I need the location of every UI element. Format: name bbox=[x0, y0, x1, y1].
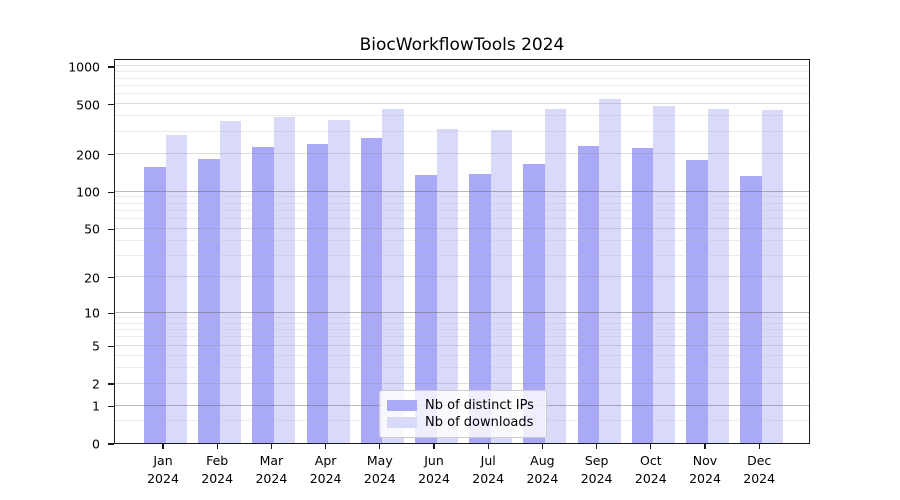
x-tick-mark-apr bbox=[325, 444, 327, 449]
x-axis: Jan 2024 Feb 2024 Mar 2024 Apr 2024 May 2024 Jun 20… bbox=[114, 444, 810, 500]
y-tick-label-50: 50 bbox=[84, 221, 100, 237]
x-tick-mark-nov bbox=[704, 444, 706, 449]
y-tick-label-200: 200 bbox=[76, 147, 100, 163]
y-tick-mark-1 bbox=[108, 405, 114, 407]
bar-distinct-ips-dec bbox=[740, 175, 762, 443]
bar-downloads-jan bbox=[165, 134, 187, 443]
x-tick-label-jul: Jul 2024 bbox=[472, 453, 505, 486]
y-tick-mark-5 bbox=[108, 345, 114, 347]
y-tick-mark-10 bbox=[108, 312, 114, 314]
bar-distinct-ips-mar bbox=[252, 147, 274, 443]
x-tick-label-dec: Dec 2024 bbox=[743, 453, 776, 486]
bar-downloads-oct bbox=[653, 105, 675, 443]
y-tick-mark-20 bbox=[108, 277, 114, 279]
y-tick-mark-500 bbox=[108, 104, 114, 106]
y-tick-mark-2 bbox=[108, 383, 114, 385]
bar-downloads-sep bbox=[599, 98, 621, 443]
x-tick-label-feb: Feb 2024 bbox=[201, 453, 234, 486]
x-tick-label-jun: Jun 2024 bbox=[418, 453, 450, 486]
bar-distinct-ips-feb bbox=[198, 159, 220, 443]
x-tick-label-mar: Mar 2024 bbox=[255, 453, 288, 486]
legend-item-downloads: Nb of downloads bbox=[387, 414, 538, 431]
y-tick-label-1000: 1000 bbox=[68, 59, 100, 75]
legend-label-distinct-ips: Nb of distinct IPs bbox=[425, 398, 534, 413]
bar-downloads-dec bbox=[761, 110, 784, 443]
x-tick-mark-sep bbox=[596, 444, 598, 449]
bar-downloads-may bbox=[382, 109, 404, 443]
bar-downloads-nov bbox=[707, 109, 729, 443]
x-tick-mark-feb bbox=[216, 444, 218, 449]
legend: Nb of distinct IPs Nb of downloads bbox=[379, 390, 547, 438]
bar-distinct-ips-jul bbox=[469, 174, 491, 443]
y-tick-mark-50 bbox=[108, 228, 114, 230]
bar-downloads-aug bbox=[544, 109, 567, 443]
x-tick-label-sep: Sep 2024 bbox=[580, 453, 613, 486]
bar-distinct-ips-may bbox=[360, 138, 383, 443]
y-axis: 0 1 2 5 10 20 50 100 200 500 1000 bbox=[0, 59, 114, 452]
y-tick-label-0: 0 bbox=[92, 436, 100, 452]
legend-label-downloads: Nb of downloads bbox=[425, 415, 534, 430]
x-tick-label-may: May 2024 bbox=[363, 453, 396, 486]
bar-distinct-ips-apr bbox=[306, 143, 329, 443]
x-tick-mark-mar bbox=[270, 444, 272, 449]
legend-swatch-downloads bbox=[387, 417, 417, 428]
y-tick-label-10: 10 bbox=[84, 305, 100, 321]
plot-area: Nb of distinct IPs Nb of downloads bbox=[114, 59, 810, 444]
y-tick-label-20: 20 bbox=[84, 270, 100, 286]
y-tick-mark-0 bbox=[108, 443, 114, 445]
legend-swatch-distinct-ips bbox=[387, 400, 417, 411]
x-tick-label-nov: Nov 2024 bbox=[689, 453, 721, 486]
bar-distinct-ips-nov bbox=[686, 159, 708, 443]
y-tick-label-1: 1 bbox=[92, 398, 100, 414]
bar-distinct-ips-sep bbox=[577, 145, 600, 443]
x-tick-mark-oct bbox=[650, 444, 652, 449]
bar-downloads-feb bbox=[219, 121, 242, 443]
y-tick-mark-200 bbox=[108, 153, 114, 156]
y-tick-label-100: 100 bbox=[76, 184, 100, 200]
x-tick-mark-aug bbox=[541, 444, 543, 449]
x-tick-label-apr: Apr 2024 bbox=[309, 453, 342, 486]
bar-distinct-ips-aug bbox=[523, 164, 545, 443]
x-tick-label-jan: Jan 2024 bbox=[147, 453, 179, 486]
bar-distinct-ips-jan bbox=[144, 166, 166, 443]
y-tick-mark-1000 bbox=[108, 66, 114, 68]
x-tick-mark-jan bbox=[162, 444, 164, 449]
bar-distinct-ips-jun bbox=[415, 174, 437, 443]
x-tick-mark-jun bbox=[433, 444, 435, 449]
bar-downloads-jul bbox=[490, 129, 513, 443]
chart-title: BiocWorkflowTools 2024 bbox=[359, 35, 565, 55]
x-tick-mark-dec bbox=[758, 444, 760, 449]
x-tick-label-oct: Oct 2024 bbox=[634, 453, 667, 486]
x-tick-mark-jul bbox=[487, 444, 489, 449]
x-tick-label-aug: Aug 2024 bbox=[526, 453, 559, 486]
y-tick-label-5: 5 bbox=[92, 338, 100, 354]
bars-layer bbox=[115, 60, 809, 443]
legend-item-distinct-ips: Nb of distinct IPs bbox=[387, 397, 538, 414]
bar-downloads-apr bbox=[328, 119, 350, 443]
bar-downloads-jun bbox=[436, 129, 458, 443]
y-tick-label-500: 500 bbox=[76, 97, 100, 113]
bar-downloads-mar bbox=[273, 116, 296, 443]
x-tick-mark-may bbox=[379, 444, 381, 449]
y-tick-label-2: 2 bbox=[92, 376, 100, 392]
bar-distinct-ips-oct bbox=[631, 148, 654, 443]
y-tick-mark-100 bbox=[108, 191, 114, 193]
